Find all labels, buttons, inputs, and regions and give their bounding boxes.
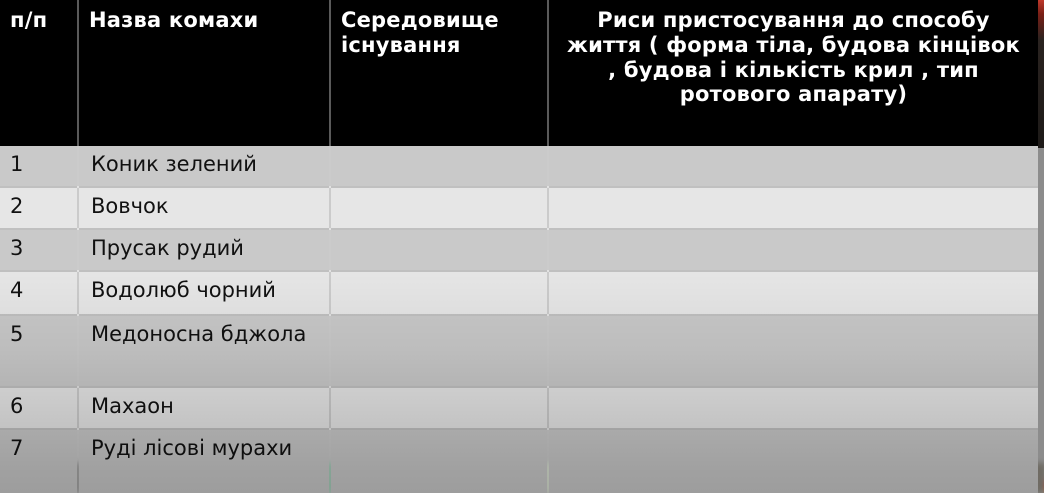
cell-features[interactable] bbox=[548, 387, 1038, 430]
cell-features[interactable] bbox=[548, 429, 1038, 493]
table-row: 5 Медоносна бджола bbox=[0, 315, 1038, 388]
cell-insect-name: Руді лісові мурахи bbox=[78, 429, 331, 493]
cell-insect-name: Водолюб чорний bbox=[78, 271, 331, 316]
cell-features[interactable] bbox=[548, 229, 1038, 272]
table-row: 2 Вовчок bbox=[0, 187, 1038, 230]
cell-environment[interactable] bbox=[330, 315, 549, 388]
cell-environment[interactable] bbox=[330, 271, 549, 316]
cell-number: 1 bbox=[0, 146, 79, 188]
column-header-environment: Середовище існування bbox=[330, 0, 549, 146]
table-row: 3 Прусак рудий bbox=[0, 229, 1038, 272]
cell-number: 3 bbox=[0, 229, 79, 272]
table-row: 4 Водолюб чорний bbox=[0, 271, 1038, 316]
table-row: 1 Коник зелений bbox=[0, 146, 1038, 188]
cell-environment[interactable] bbox=[330, 429, 549, 493]
cell-features[interactable] bbox=[548, 187, 1038, 230]
cell-number: 6 bbox=[0, 387, 79, 430]
column-header-number: п/п bbox=[0, 0, 79, 146]
cell-environment[interactable] bbox=[330, 229, 549, 272]
cell-number: 7 bbox=[0, 429, 79, 493]
column-header-insect-name: Назва комахи bbox=[78, 0, 331, 146]
cell-features[interactable] bbox=[548, 146, 1038, 188]
background-right-sliver bbox=[1038, 0, 1044, 148]
cell-insect-name: Махаон bbox=[78, 387, 331, 430]
cell-number: 5 bbox=[0, 315, 79, 388]
header-row: п/п Назва комахи Середовище існування Ри… bbox=[0, 0, 1038, 146]
table-body: 1 Коник зелений 2 Вовчок 3 Прусак рудий … bbox=[0, 146, 1038, 493]
table-header: п/п Назва комахи Середовище існування Ри… bbox=[0, 0, 1038, 146]
cell-environment[interactable] bbox=[330, 187, 549, 230]
cell-insect-name: Прусак рудий bbox=[78, 229, 331, 272]
cell-insect-name: Коник зелений bbox=[78, 146, 331, 188]
cell-environment[interactable] bbox=[330, 146, 549, 188]
cell-insect-name: Медоносна бджола bbox=[78, 315, 331, 388]
column-header-features: Риси пристосування до способу життя ( фо… bbox=[548, 0, 1038, 146]
cell-number: 2 bbox=[0, 187, 79, 230]
table-row: 7 Руді лісові мурахи bbox=[0, 429, 1038, 493]
cell-features[interactable] bbox=[548, 315, 1038, 388]
cell-insect-name: Вовчок bbox=[78, 187, 331, 230]
table-row: 6 Махаон bbox=[0, 387, 1038, 430]
cell-features[interactable] bbox=[548, 271, 1038, 316]
cell-environment[interactable] bbox=[330, 387, 549, 430]
cell-number: 4 bbox=[0, 271, 79, 316]
